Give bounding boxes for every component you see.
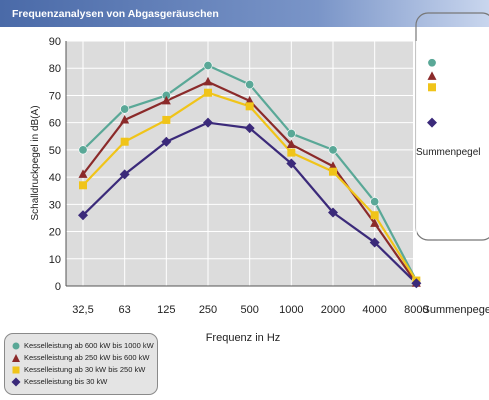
- data-point-triangle: [427, 71, 437, 80]
- legend-marker-triangle-icon: [12, 354, 20, 362]
- y-tick-label: 70: [49, 90, 61, 102]
- title-bar: [0, 0, 489, 27]
- data-point-circle: [245, 80, 255, 90]
- data-point-diamond: [119, 169, 130, 180]
- series-markers: [78, 58, 437, 289]
- data-point-triangle: [120, 114, 130, 124]
- legend: Kesselleistung ab 600 kW bis 1000 kW Kes…: [4, 333, 158, 395]
- x-tick-label: 63: [119, 304, 131, 316]
- data-point-diamond: [411, 278, 422, 289]
- y-tick-label: 20: [49, 227, 61, 239]
- legend-marker-circle-icon: [12, 342, 20, 350]
- data-point-diamond: [78, 210, 88, 221]
- legend-marker-square-icon: [12, 366, 20, 374]
- data-point-triangle: [161, 95, 171, 105]
- x-tick-label: 125: [157, 304, 175, 316]
- legend-label: Kesselleistung ab 250 kW bis 600 kW: [24, 353, 150, 362]
- plot-background: [66, 41, 413, 286]
- data-point-square: [245, 102, 254, 111]
- data-point-triangle: [245, 95, 255, 105]
- y-tick-label: 40: [49, 172, 61, 184]
- data-point-triangle: [328, 161, 338, 170]
- x-tick-label: Summenpegel: [423, 304, 489, 316]
- data-point-square: [204, 88, 212, 97]
- x-tick-label: 4000: [362, 304, 386, 316]
- data-point-circle: [370, 197, 380, 207]
- data-point-square: [329, 167, 337, 176]
- axes: [65, 41, 413, 287]
- summenpegel-label: Summenpegel: [416, 147, 480, 158]
- summenpegel-box: [415, 12, 489, 241]
- data-point-triangle: [370, 218, 380, 227]
- data-point-circle: [120, 104, 130, 114]
- data-point-square: [120, 137, 129, 146]
- data-point-diamond: [244, 123, 255, 134]
- data-point-circle: [328, 145, 338, 155]
- data-point-triangle: [78, 169, 88, 178]
- data-point-square: [287, 148, 296, 157]
- legend-label: Kesselleistung ab 30 kW bis 250 kW: [24, 365, 146, 374]
- x-tick-label: 500: [240, 304, 258, 316]
- data-point-circle: [203, 60, 213, 70]
- x-tick-label: 1000: [279, 304, 303, 316]
- x-tick-label: 2000: [321, 304, 345, 316]
- data-point-diamond: [328, 207, 338, 218]
- tick-labels: 0 10 20 30 40 50 60 70 80 90 32,5 63 125 250 500 1000 20…: [49, 36, 489, 316]
- y-axis-label: Schalldruckpegel in dB(A): [30, 105, 41, 220]
- data-point-diamond: [427, 117, 437, 128]
- data-point-diamond: [286, 158, 297, 169]
- x-tick-label: 250: [199, 304, 217, 316]
- data-point-diamond: [161, 136, 172, 147]
- x-axis-label: Frequenz in Hz: [206, 332, 281, 344]
- chart-title: Frequenzanalysen von Abgasgeräuschen: [12, 8, 219, 20]
- legend-label: Kesselleistung ab 600 kW bis 1000 kW: [24, 341, 154, 350]
- data-point-circle: [286, 129, 296, 139]
- y-tick-label: 30: [49, 199, 61, 211]
- data-point-square: [428, 83, 436, 92]
- data-point-square: [370, 211, 379, 220]
- y-tick-label: 50: [49, 145, 61, 157]
- legend-marker-diamond-icon: [11, 377, 21, 387]
- data-point-triangle: [203, 76, 213, 86]
- plot-area: [66, 41, 413, 286]
- data-point-square: [79, 181, 87, 190]
- y-tick-label: 10: [49, 254, 61, 266]
- y-tick-label: 90: [49, 36, 61, 48]
- data-point-square: [162, 115, 171, 124]
- data-point-triangle: [286, 139, 296, 148]
- data-point-circle: [427, 58, 437, 68]
- data-point-circle: [78, 145, 88, 155]
- x-tick-label: 32,5: [72, 304, 93, 316]
- data-point-diamond: [203, 117, 213, 128]
- x-tick-label: 8000: [404, 304, 428, 316]
- data-point-diamond: [369, 237, 380, 248]
- y-tick-label: 80: [49, 63, 61, 75]
- y-tick-label: 0: [55, 281, 61, 293]
- legend-label: Kesselleistung bis 30 kW: [24, 377, 108, 386]
- y-tick-label: 60: [49, 118, 61, 130]
